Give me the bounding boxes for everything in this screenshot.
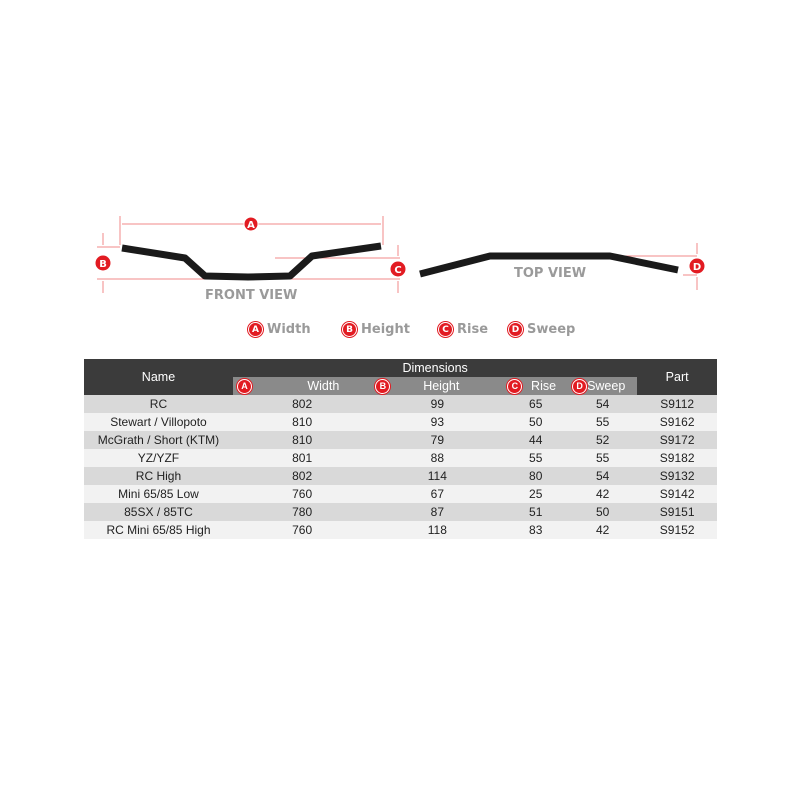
subheader-label: Width (307, 379, 340, 393)
header-part: Part (637, 359, 717, 395)
cell-height: 67 (371, 485, 504, 503)
svg-text:A: A (247, 220, 255, 231)
dimensions-table: Name Dimensions Part A Width B Height C Rise D… (84, 359, 717, 539)
table-row: 85SX / 85TC 780 87 51 50 S9151 (84, 503, 717, 521)
cell-height: 99 (371, 395, 504, 413)
cell-sweep: 55 (568, 449, 638, 467)
subheader-height: B Height (371, 377, 504, 395)
marker-a-icon: A (236, 378, 252, 394)
cell-height: 118 (371, 521, 504, 539)
cell-sweep: 42 (568, 485, 638, 503)
cell-sweep: 52 (568, 431, 638, 449)
cell-height: 79 (371, 431, 504, 449)
marker-b-icon: B (375, 378, 391, 394)
marker-c-icon: C (507, 378, 523, 394)
cell-rise: 80 (503, 467, 569, 485)
subheader-label: Rise (531, 379, 557, 393)
header-dimensions: Dimensions (232, 359, 638, 377)
subheader-width: A Width (232, 377, 372, 395)
cell-rise: 44 (503, 431, 569, 449)
cell-height: 87 (371, 503, 504, 521)
header-name: Name (84, 359, 233, 395)
cell-sweep: 55 (568, 413, 638, 431)
subheader-sweep: D Sweep (568, 377, 638, 395)
svg-text:C: C (394, 265, 401, 276)
table-row: RC Mini 65/85 High 760 118 83 42 S9152 (84, 521, 717, 539)
cell-name: RC Mini 65/85 High (84, 521, 233, 539)
cell-name: RC High (84, 467, 233, 485)
cell-rise: 51 (503, 503, 569, 521)
cell-name: Stewart / Villopoto (84, 413, 233, 431)
subheader-label: Height (423, 379, 460, 393)
table-row: McGrath / Short (KTM) 810 79 44 52 S9172 (84, 431, 717, 449)
cell-part: S9151 (637, 503, 717, 521)
marker-d-icon: D (508, 322, 523, 337)
legend-height: B Height (342, 322, 410, 337)
front-view-label: FRONT VIEW (205, 288, 298, 303)
cell-height: 114 (371, 467, 504, 485)
cell-width: 802 (232, 467, 372, 485)
cell-width: 780 (232, 503, 372, 521)
legend-label: Sweep (527, 322, 576, 337)
cell-rise: 83 (503, 521, 569, 539)
cell-rise: 55 (503, 449, 569, 467)
marker-c-icon: C (438, 322, 453, 337)
cell-width: 810 (232, 413, 372, 431)
cell-rise: 65 (503, 395, 569, 413)
marker-b-icon: B (342, 322, 357, 337)
subheader-rise: C Rise (503, 377, 569, 395)
cell-height: 88 (371, 449, 504, 467)
cell-name: RC (84, 395, 233, 413)
marker-d-icon: D (572, 378, 588, 394)
table-row: YZ/YZF 801 88 55 55 S9182 (84, 449, 717, 467)
table-row: RC 802 99 65 54 S9112 (84, 395, 717, 413)
table-row: RC High 802 114 80 54 S9132 (84, 467, 717, 485)
cell-width: 801 (232, 449, 372, 467)
legend-label: Width (267, 322, 311, 337)
cell-width: 760 (232, 485, 372, 503)
cell-width: 760 (232, 521, 372, 539)
cell-part: S9152 (637, 521, 717, 539)
svg-text:B: B (99, 259, 107, 270)
cell-part: S9132 (637, 467, 717, 485)
cell-part: S9162 (637, 413, 717, 431)
cell-part: S9112 (637, 395, 717, 413)
cell-width: 802 (232, 395, 372, 413)
legend-sweep: D Sweep (508, 322, 575, 337)
svg-text:D: D (693, 262, 701, 273)
front-view-handlebar (121, 242, 382, 281)
cell-part: S9142 (637, 485, 717, 503)
marker-a-icon: A (248, 322, 263, 337)
legend-width: A Width (248, 322, 311, 337)
subheader-label: Sweep (587, 379, 626, 393)
legend-label: Height (361, 322, 410, 337)
cell-part: S9182 (637, 449, 717, 467)
top-view-label: TOP VIEW (514, 266, 587, 281)
table-row: Mini 65/85 Low 760 67 25 42 S9142 (84, 485, 717, 503)
cell-name: 85SX / 85TC (84, 503, 233, 521)
cell-name: YZ/YZF (84, 449, 233, 467)
cell-sweep: 54 (568, 395, 638, 413)
cell-rise: 25 (503, 485, 569, 503)
cell-height: 93 (371, 413, 504, 431)
handlebar-diagram: A B C D (94, 216, 706, 293)
cell-sweep: 50 (568, 503, 638, 521)
cell-part: S9172 (637, 431, 717, 449)
cell-width: 810 (232, 431, 372, 449)
cell-name: McGrath / Short (KTM) (84, 431, 233, 449)
cell-sweep: 42 (568, 521, 638, 539)
cell-sweep: 54 (568, 467, 638, 485)
top-view-handlebar (419, 252, 679, 278)
legend-rise: C Rise (438, 322, 488, 337)
table-row: Stewart / Villopoto 810 93 50 55 S9162 (84, 413, 717, 431)
legend-label: Rise (457, 322, 489, 337)
cell-name: Mini 65/85 Low (84, 485, 233, 503)
cell-rise: 50 (503, 413, 569, 431)
